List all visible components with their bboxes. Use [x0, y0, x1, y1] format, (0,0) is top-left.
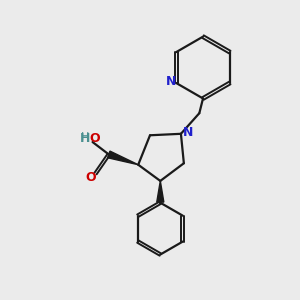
Text: O: O: [86, 172, 96, 184]
Text: N: N: [166, 75, 176, 88]
Polygon shape: [108, 151, 138, 165]
Polygon shape: [157, 181, 164, 202]
Text: H: H: [80, 132, 90, 145]
Text: H: H: [81, 132, 90, 142]
Text: N: N: [183, 126, 194, 139]
Text: O: O: [90, 132, 100, 145]
